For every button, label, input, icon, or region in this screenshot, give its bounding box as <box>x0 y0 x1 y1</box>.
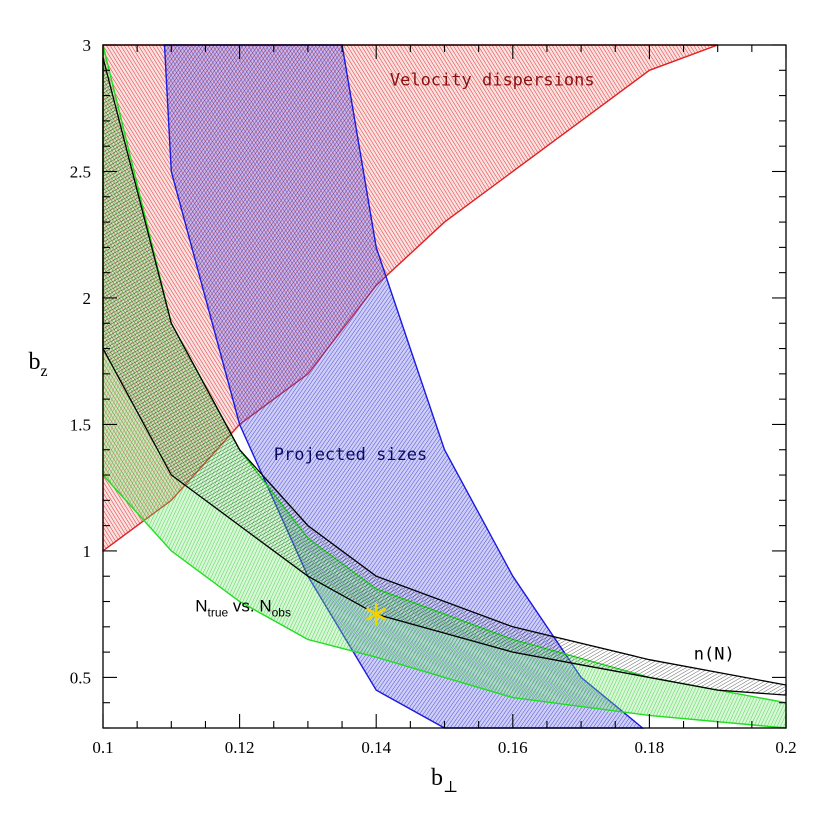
x-tick-label: 0.14 <box>361 738 391 757</box>
y-axis-title-base: b <box>28 349 40 375</box>
n-of-n-label: n(N) <box>694 645 735 665</box>
ntrue-vs-nobs-label: Ntrue vs. Nobs <box>195 597 291 620</box>
x-tick-label: 0.2 <box>775 738 796 757</box>
y-tick-label: 2 <box>83 289 92 308</box>
axis-ticks <box>102 44 787 729</box>
x-tick-label: 0.1 <box>92 738 113 757</box>
x-tick-labels: 0.1 0.12 0.14 0.16 0.18 0.2 <box>92 738 796 757</box>
y-tick-label: 0.5 <box>70 668 91 687</box>
star-marker-stroke <box>366 607 387 621</box>
projected-sizes-label: Projected sizes <box>274 445 428 465</box>
x-axis-title-sub: ⊥ <box>443 779 458 796</box>
ntrue-sub-true: true <box>207 606 228 620</box>
x-tick-label: 0.12 <box>225 738 255 757</box>
best-fit-star-marker <box>366 602 387 626</box>
velocity-dispersions-label: Velocity dispersions <box>390 70 595 90</box>
ntrue-vs: vs. N <box>228 597 271 616</box>
y-axis-title: bz <box>28 349 47 380</box>
n-of-n-region <box>102 57 787 696</box>
ntrue-n: N <box>195 597 207 616</box>
x-axis-title-base: b <box>431 765 443 791</box>
y-tick-label: 3 <box>83 36 92 55</box>
y-axis-title-sub: z <box>40 363 47 380</box>
ntrue-sub-obs: obs <box>272 606 291 620</box>
y-tick-label: 1.5 <box>70 415 91 434</box>
y-tick-label: 2.5 <box>70 162 91 181</box>
y-tick-label: 1 <box>83 542 92 561</box>
x-tick-label: 0.18 <box>635 738 665 757</box>
x-tick-label: 0.16 <box>498 738 528 757</box>
y-tick-labels: 0.5 1 1.5 2 2.5 3 <box>70 36 91 687</box>
series-regions <box>102 44 787 729</box>
x-axis-title: b⊥ <box>431 765 458 796</box>
